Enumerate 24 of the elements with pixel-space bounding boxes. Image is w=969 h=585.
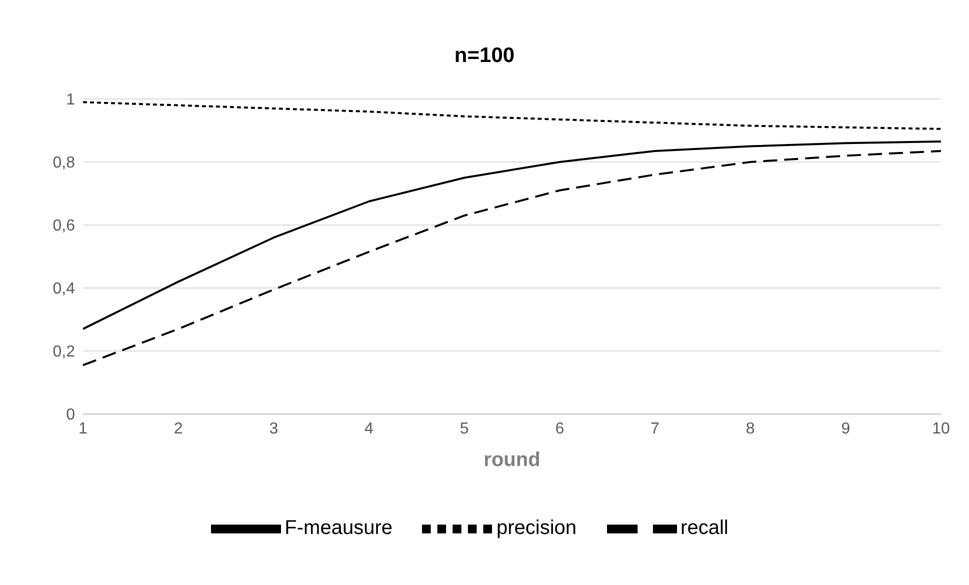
y-tick-label: 0 <box>66 406 76 424</box>
line-series <box>82 150 942 366</box>
x-tick-label: 10 <box>932 420 950 438</box>
x-tick-label: 4 <box>364 420 374 438</box>
x-axis-title: round <box>484 449 540 471</box>
x-tick-label: 3 <box>269 420 278 438</box>
line-series <box>82 101 942 130</box>
line-series <box>82 140 942 330</box>
chart-title: n=100 <box>453 43 516 69</box>
y-tick-label: 0,2 <box>52 344 76 361</box>
y-tick-label: 0,8 <box>52 154 76 172</box>
x-tick-label: 9 <box>841 420 850 438</box>
x-tick-label: 5 <box>460 420 469 438</box>
legend-label: precision <box>496 517 577 540</box>
x-tick-label: 6 <box>555 420 564 438</box>
x-tick-label: 2 <box>174 420 183 438</box>
y-tick-label: 1 <box>66 92 76 109</box>
x-tick-label: 7 <box>650 420 660 438</box>
x-tick-label: 8 <box>746 420 755 438</box>
legend-label: recall <box>680 517 728 540</box>
y-tick-label: 0,4 <box>52 280 76 298</box>
legend-label: F-meausure <box>284 517 392 540</box>
y-tick-label: 0,6 <box>52 218 76 235</box>
x-tick-label: 1 <box>78 420 88 438</box>
